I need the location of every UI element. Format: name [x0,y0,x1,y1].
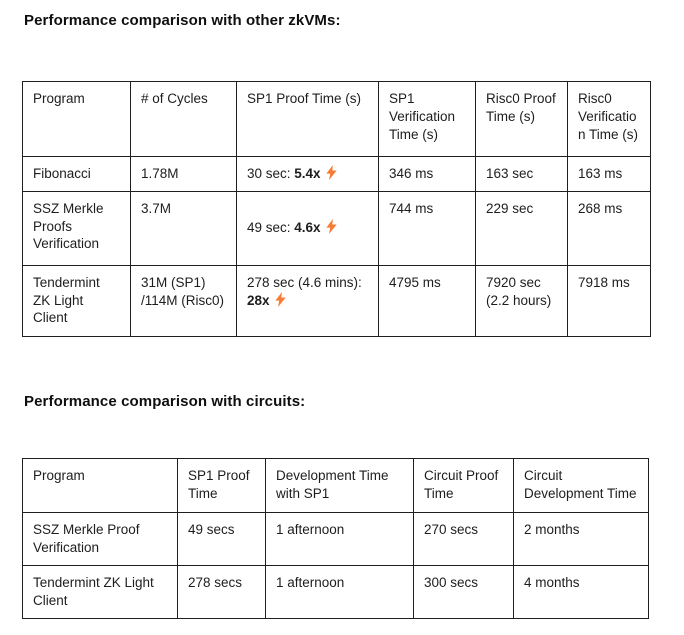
zkvm-comparison-table: Program # of Cycles SP1 Proof Time (s) SP1 … [22,81,651,337]
lightning-bolt-icon [325,219,337,235]
table-cell: Tendermint ZK Light Client [22,564,178,619]
table-cell: SSZ Merkle Proofs Verification [22,190,131,266]
table-cell: 2 months [513,511,649,566]
table-cell: 4795 ms [378,264,476,337]
table-cell: 278 sec (4.6 mins): 28x [236,264,379,337]
table-row: Tendermint ZK Light Client 31M (SP1) /114… [22,264,651,337]
column-header: Program [22,81,131,157]
table-cell: 163 sec [475,156,568,192]
column-header: SP1 Verification Time (s) [378,81,476,157]
table-cell: 3.7M [130,190,237,266]
column-header: Risc0 Proof Time (s) [475,81,568,157]
column-header: SP1 Proof Time [177,457,266,513]
cell-text: 30 sec: [247,166,295,181]
speedup-value: 5.4x [294,166,321,181]
table-cell: 744 ms [378,190,476,266]
table-cell: 1.78M [130,156,237,192]
table-cell: 7920 sec (2.2 hours) [475,264,568,337]
column-header: # of Cycles [130,81,237,157]
table-cell: 7918 ms [567,264,651,337]
column-header: Circuit Proof Time [413,457,514,513]
table-cell: 163 ms [567,156,651,192]
table-row: SSZ Merkle Proof Verification 49 secs 1 af… [22,511,649,566]
table-cell: SSZ Merkle Proof Verification [22,511,178,566]
table-cell: 346 ms [378,156,476,192]
table-cell: 229 sec [475,190,568,266]
speedup-value: 28x [247,292,270,308]
column-header: Development Time with SP1 [265,457,414,513]
circuits-comparison-table: Program SP1 Proof Time Development Time wi… [22,457,649,619]
speedup-value: 4.6x [294,220,321,236]
table-cell: 278 secs [177,564,266,619]
table-cell: 1 afternoon [265,564,414,619]
column-header: SP1 Proof Time (s) [236,81,379,157]
column-header: Risc0 Verification Time (s) [567,81,651,157]
table-cell: Tendermint ZK Light Client [22,264,131,337]
column-header: Program [22,457,178,513]
cell-text: 278 sec (4.6 mins): [247,274,362,290]
table-cell: 270 secs [413,511,514,566]
table-row: Fibonacci 1.78M 30 sec: 5.4x 346 ms 163 sec 1… [22,156,651,192]
column-header: Circuit Development Time [513,457,649,513]
table-row: SSZ Merkle Proofs Verification 3.7M 49 sec… [22,190,651,266]
table-cell: 300 secs [413,564,514,619]
table-cell: 31M (SP1) /114M (Risc0) [130,264,237,337]
zkvm-section-heading: Performance comparison with other zkVMs: [24,12,341,29]
table-cell: 4 months [513,564,649,619]
table-cell: 30 sec: 5.4x [236,156,379,192]
circuits-section-heading: Performance comparison with circuits: [24,392,306,410]
table-row: Tendermint ZK Light Client 278 secs 1 afte… [22,564,649,619]
table-header-row: Program # of Cycles SP1 Proof Time (s) SP1 … [22,81,651,157]
table-cell: 1 afternoon [265,511,414,566]
table-cell: 49 secs [177,511,266,566]
table-cell: 49 sec: 4.6x [236,190,379,266]
table-header-row: Program SP1 Proof Time Development Time wi… [22,457,649,513]
table-cell: Fibonacci [22,156,131,192]
lightning-bolt-icon [274,291,286,307]
lightning-bolt-icon [325,165,337,180]
cell-text: 49 sec: [247,220,295,236]
table-cell: 268 ms [567,190,651,266]
